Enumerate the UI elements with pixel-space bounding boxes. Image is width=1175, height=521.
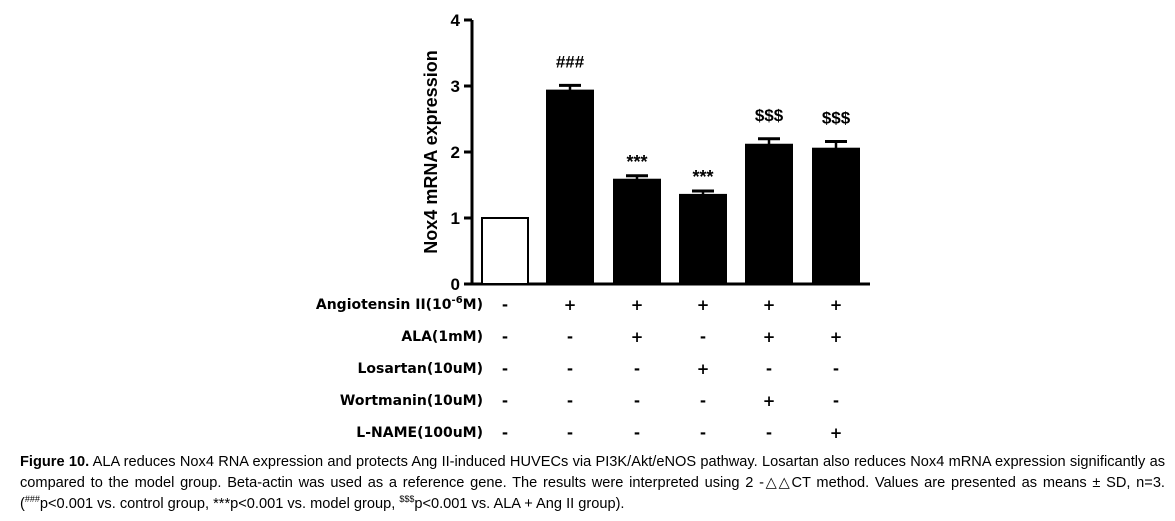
minus-mark: - (502, 328, 508, 346)
minus-mark: - (700, 424, 706, 442)
significance-label: ### (556, 52, 585, 71)
plus-mark: + (830, 424, 843, 442)
caption-sup-dollar: $$$ (399, 494, 415, 505)
treatment-label-text: ALA(1mM) (401, 329, 483, 345)
plus-mark: + (697, 360, 710, 378)
plus-mark: + (830, 296, 843, 314)
plus-mark: + (697, 296, 710, 314)
minus-mark: - (766, 424, 772, 442)
minus-mark: - (700, 328, 706, 346)
y-axis-title: Nox4 mRNA expression (421, 50, 441, 253)
minus-mark: - (502, 392, 508, 410)
bars (481, 83, 860, 286)
y-tick-label: 3 (451, 77, 460, 96)
treatment-label-text: Angiotensin II(10 (316, 297, 452, 313)
bar (613, 178, 661, 285)
plus-mark: + (763, 296, 776, 314)
figure-label: Figure 10. (20, 454, 90, 470)
minus-mark: - (700, 392, 706, 410)
caption-text-3: p<0.001 vs. ALA + Ang II group). (414, 496, 625, 512)
significance-label: $$$ (755, 106, 784, 125)
treatment-label: ALA(1mM) (401, 329, 483, 345)
caption-text-2: p<0.001 vs. control group, ***p<0.001 vs… (39, 496, 400, 512)
minus-mark: - (567, 360, 573, 378)
minus-mark: - (833, 392, 839, 410)
treatment-label-text: Losartan(10uM) (357, 361, 483, 377)
minus-mark: - (502, 424, 508, 442)
bar-chart: 0 1 2 3 4 Nox4 mRNA expression ### *** *** $$$ $$… (316, 11, 870, 442)
plus-mark: + (631, 296, 644, 314)
y-tick-label: 1 (451, 209, 460, 228)
plus-mark: + (631, 328, 644, 346)
plus-mark: + (763, 328, 776, 346)
minus-mark: - (567, 424, 573, 442)
minus-mark: - (634, 392, 640, 410)
treatment-label-sup: -6 (452, 295, 463, 306)
caption-sup-hash: ### (24, 494, 40, 505)
treatment-label-text: L-NAME(100uM) (356, 425, 483, 441)
bar (745, 143, 793, 285)
plus-mark: + (564, 296, 577, 314)
treatment-label: Angiotensin II(10-6M) (316, 295, 483, 313)
y-axis: 0 1 2 3 4 Nox4 mRNA expression (421, 11, 870, 294)
y-tick-label: 2 (451, 143, 460, 162)
treatment-label: Losartan(10uM) (357, 361, 483, 377)
bar (812, 147, 860, 285)
treatment-label-text: Wortmanin(10uM) (340, 393, 483, 409)
y-tick-label: 0 (451, 275, 460, 294)
significance-labels: ### *** *** $$$ $$$ (556, 52, 851, 187)
significance-label: *** (626, 152, 647, 172)
plus-mark: + (830, 328, 843, 346)
treatment-table: Angiotensin II(10-6M) - + + + + + ALA(1mM) - - + - +… (316, 295, 842, 442)
significance-label: *** (692, 167, 713, 187)
minus-mark: - (833, 360, 839, 378)
significance-label: $$$ (822, 108, 851, 127)
minus-mark: - (766, 360, 772, 378)
bar (481, 217, 529, 285)
treatment-label: L-NAME(100uM) (356, 425, 483, 441)
minus-mark: - (502, 360, 508, 378)
treatment-label: Wortmanin(10uM) (340, 393, 483, 409)
minus-mark: - (567, 392, 573, 410)
minus-mark: - (634, 360, 640, 378)
treatment-label-end: M) (463, 297, 483, 313)
figure-caption: Figure 10. ALA reduces Nox4 RNA expressi… (20, 452, 1165, 515)
bar (679, 193, 727, 285)
caption-text: ALA reduces Nox4 RNA expression and prot… (20, 454, 1165, 512)
minus-mark: - (502, 296, 508, 314)
plus-mark: + (763, 392, 776, 410)
y-tick-label: 4 (451, 11, 461, 30)
minus-mark: - (634, 424, 640, 442)
minus-mark: - (567, 328, 573, 346)
bar (546, 89, 594, 286)
